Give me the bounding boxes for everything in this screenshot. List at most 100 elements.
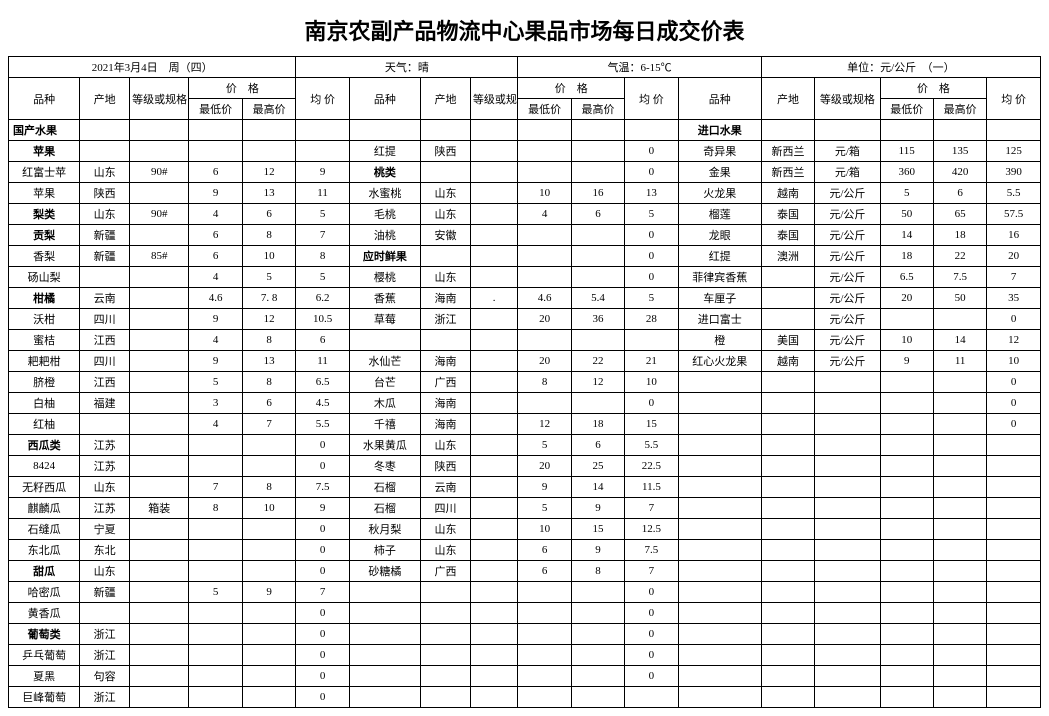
cell: [470, 687, 517, 708]
cell: [815, 372, 880, 393]
cell: [130, 582, 189, 603]
cell: 西瓜类: [9, 435, 80, 456]
cell: 脐橙: [9, 372, 80, 393]
cell: 10.5: [296, 309, 349, 330]
hdr-high: 最高价: [933, 99, 986, 120]
table-row: 东北瓜东北0柿子山东697.5: [9, 540, 1041, 561]
cell: 18: [571, 414, 624, 435]
cell: 毛桃: [349, 204, 420, 225]
cell: 0: [296, 561, 349, 582]
cell: 4.6: [189, 288, 242, 309]
cell: 元/箱: [815, 162, 880, 183]
cell: [880, 456, 933, 477]
cell: [571, 246, 624, 267]
cell: 红心火龙果: [678, 351, 761, 372]
cell: 0: [625, 624, 678, 645]
cell: [349, 603, 420, 624]
cell: [761, 561, 814, 582]
cell: [470, 393, 517, 414]
cell: [296, 141, 349, 162]
cell: [242, 645, 296, 666]
cell: 柿子: [349, 540, 420, 561]
cell: 8: [296, 246, 349, 267]
cell: 广西: [421, 561, 471, 582]
cell: [518, 645, 571, 666]
cell: 四川: [80, 309, 130, 330]
cell: 21: [625, 351, 678, 372]
cell: 7: [189, 477, 242, 498]
cell: [189, 120, 242, 141]
cell: 蜜桔: [9, 330, 80, 351]
cell: [933, 309, 986, 330]
cell: 57.5: [987, 204, 1041, 225]
cell: 澳洲: [761, 246, 814, 267]
cell: 国产水果: [9, 120, 80, 141]
cell: 7: [296, 582, 349, 603]
cell: [933, 666, 986, 687]
cell: 5.4: [571, 288, 624, 309]
cell: 11: [296, 351, 349, 372]
cell: [815, 624, 880, 645]
cell: [933, 393, 986, 414]
cell: [880, 540, 933, 561]
cell: 10: [242, 246, 296, 267]
cell: [815, 414, 880, 435]
cell: 江苏: [80, 435, 130, 456]
cell: [815, 435, 880, 456]
cell: 新西兰: [761, 162, 814, 183]
cell: [242, 624, 296, 645]
cell: [242, 519, 296, 540]
table-row: 香梨新疆85#6108应时鲜果0红提澳洲元/公斤182220: [9, 246, 1041, 267]
cell: 4: [189, 330, 242, 351]
cell: 红柚: [9, 414, 80, 435]
cell: [761, 477, 814, 498]
cell: 6.2: [296, 288, 349, 309]
cell: [130, 561, 189, 582]
cell: 山东: [421, 540, 471, 561]
cell: 5: [242, 267, 296, 288]
cell: 8: [242, 372, 296, 393]
cell: 390: [987, 162, 1041, 183]
cell: 白柚: [9, 393, 80, 414]
cell: [470, 267, 517, 288]
cell: 15: [571, 519, 624, 540]
cell: 陕西: [421, 456, 471, 477]
cell: [571, 603, 624, 624]
cell: 0: [296, 519, 349, 540]
cell: 3: [189, 393, 242, 414]
cell: [242, 540, 296, 561]
cell: 东北瓜: [9, 540, 80, 561]
cell: 越南: [761, 351, 814, 372]
table-row: 红富士苹山东90#6129桃类0金果新西兰元/箱360420390: [9, 162, 1041, 183]
cell: [349, 645, 420, 666]
cell: 元/公斤: [815, 225, 880, 246]
cell: [815, 666, 880, 687]
cell: 浙江: [80, 687, 130, 708]
cell: [470, 645, 517, 666]
cell: 元/公斤: [815, 330, 880, 351]
cell: 山东: [421, 267, 471, 288]
cell: 10: [987, 351, 1041, 372]
cell: [130, 519, 189, 540]
cell: [815, 582, 880, 603]
cell: [470, 225, 517, 246]
cell: 0: [296, 540, 349, 561]
cell: [130, 393, 189, 414]
cell: 山东: [80, 204, 130, 225]
cell: 135: [933, 141, 986, 162]
cell: [189, 666, 242, 687]
cell: 江西: [80, 372, 130, 393]
cell: 山东: [421, 519, 471, 540]
cell: [80, 141, 130, 162]
cell: 0: [625, 393, 678, 414]
cell: 水果黄瓜: [349, 435, 420, 456]
cell: [130, 225, 189, 246]
cell: 香蕉: [349, 288, 420, 309]
cell: [678, 582, 761, 603]
cell: [518, 225, 571, 246]
cell: [678, 393, 761, 414]
cell: [880, 645, 933, 666]
cell: [815, 645, 880, 666]
cell: 宁夏: [80, 519, 130, 540]
cell: 6: [189, 225, 242, 246]
